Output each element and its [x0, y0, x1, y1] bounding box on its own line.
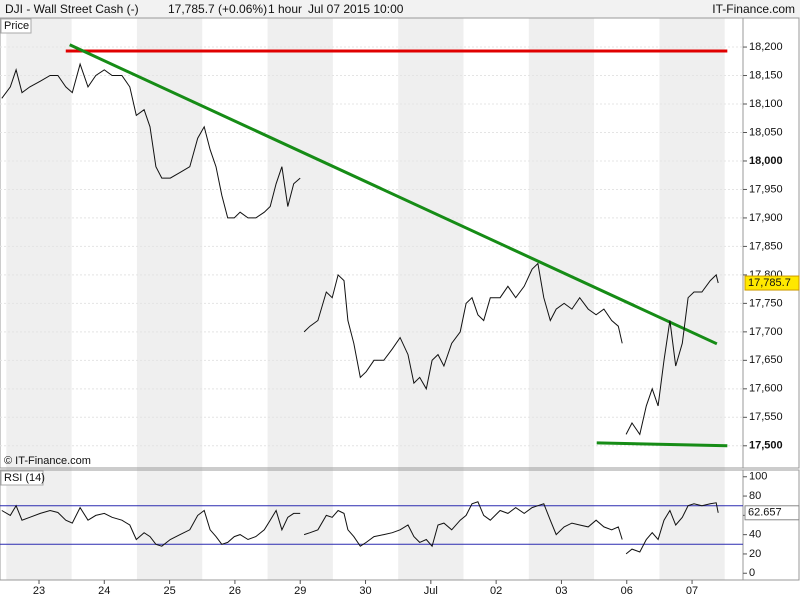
x-tick-label: 07	[686, 585, 698, 597]
x-tick-label: 23	[33, 585, 45, 597]
y-tick-label: 100	[749, 471, 767, 483]
title: DJI - Wall Street Cash (-)	[5, 2, 139, 16]
y-tick-label: 0	[749, 567, 755, 579]
series-line	[1, 62, 719, 436]
y-tick-label: 18,100	[749, 98, 783, 110]
last-value-box	[744, 275, 800, 291]
x-tick-label: 26	[229, 585, 241, 597]
y-tick-label: 17,600	[749, 383, 783, 395]
series-line	[1, 501, 719, 555]
y-tick-label: 17,650	[749, 354, 783, 366]
plot-layer: 17,500 17,550 17,600 17,650 17,700 17,750 17,8…	[0, 17, 800, 597]
x-tick-label: 02	[490, 585, 502, 597]
quote: 17,785.7 (+0.06%)	[168, 2, 267, 16]
last-value-box	[744, 505, 800, 521]
x-tick-label: Jul	[424, 585, 438, 597]
y-tick-label: 17,550	[749, 411, 783, 423]
trendline	[69, 43, 718, 346]
brand: IT-Finance.com	[712, 2, 795, 16]
day-band	[267, 18, 333, 580]
x-tick-label: 24	[98, 585, 110, 597]
last-value-label: 62.657	[748, 507, 782, 519]
y-tick-label: 18,200	[749, 41, 783, 53]
x-tick-label: 03	[555, 585, 567, 597]
last-value-label: 17,785.7	[748, 277, 791, 289]
day-band	[528, 18, 595, 580]
x-tick-label: 29	[294, 585, 306, 597]
x-tick-label: 25	[163, 585, 175, 597]
y-tick-label: 17,750	[749, 297, 783, 309]
y-tick-label: 18,150	[749, 69, 783, 81]
y-tick-label: 40	[749, 529, 761, 541]
panel-label-box	[0, 18, 32, 34]
header-bar	[0, 0, 800, 18]
trendline	[596, 441, 728, 448]
y-tick-label: 20	[749, 548, 761, 560]
y-tick-label: 18,050	[749, 126, 783, 138]
day-band	[398, 18, 464, 580]
x-tick-label: 30	[359, 585, 371, 597]
day-band	[136, 18, 203, 580]
day-band	[659, 18, 725, 580]
panel-label-box	[0, 470, 44, 486]
watermark: © IT-Finance.com	[4, 455, 91, 467]
y-tick-label: 18,000	[749, 155, 783, 167]
y-tick-label: 17,700	[749, 326, 783, 338]
y-tick-label: 17,850	[749, 240, 783, 252]
y-tick-label: 17,500	[749, 440, 783, 452]
panel-label: RSI (14)	[4, 472, 45, 484]
y-tick-label: 80	[749, 490, 761, 502]
x-tick-label: 06	[621, 585, 633, 597]
axis-bg	[742, 17, 800, 469]
axis-bg	[742, 469, 800, 581]
datetime: Jul 07 2015 10:00	[308, 2, 404, 16]
panel-label: Price	[4, 20, 29, 32]
y-tick-label: 17,900	[749, 212, 783, 224]
y-tick-label: 17,950	[749, 183, 783, 195]
interval: 1 hour	[268, 2, 302, 16]
day-band	[6, 18, 72, 580]
